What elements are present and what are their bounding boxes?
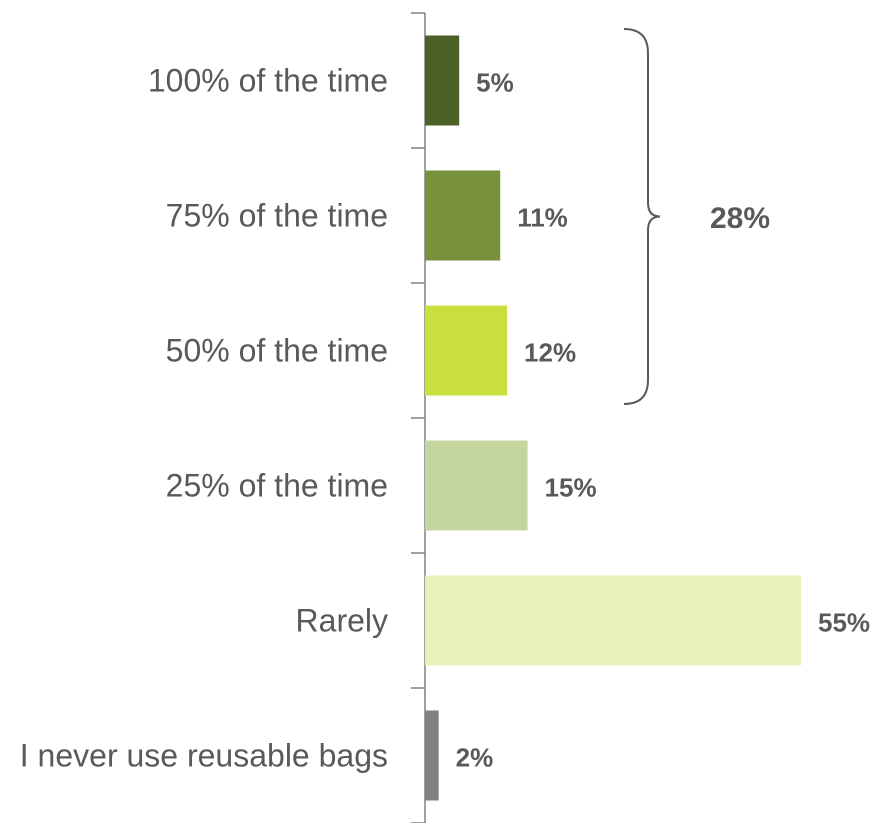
data-label: 2%	[456, 743, 494, 773]
data-label: 11%	[517, 203, 568, 233]
data-label: 12%	[524, 338, 576, 368]
category-label: 100% of the time	[148, 63, 388, 99]
category-label: 25% of the time	[166, 468, 388, 504]
bar	[425, 170, 501, 261]
category-label: I never use reusable bags	[20, 738, 388, 774]
bar	[425, 710, 439, 801]
bar	[425, 575, 801, 666]
bars-layer	[425, 35, 801, 801]
bar	[425, 440, 528, 531]
data-label: 15%	[545, 473, 597, 503]
labels-layer: 100% of the time 5% 75% of the time 11% 50% …	[20, 63, 870, 774]
brace-total-label: 28%	[710, 202, 770, 235]
category-label: Rarely	[296, 603, 388, 639]
data-label: 55%	[818, 608, 870, 638]
bar	[425, 35, 460, 126]
category-label: 75% of the time	[166, 198, 388, 234]
brace-annotation	[623, 28, 661, 405]
data-label: 5%	[476, 68, 514, 98]
annotation-layer: 28%	[623, 28, 770, 405]
axis-layer	[411, 12, 426, 823]
bar	[425, 305, 508, 396]
category-label: 50% of the time	[166, 333, 388, 369]
